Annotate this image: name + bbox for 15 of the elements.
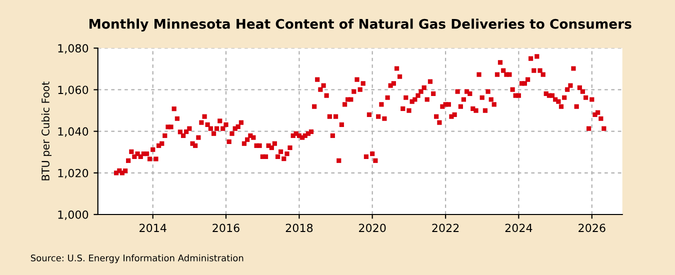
- y-tick-label: 1,020: [58, 168, 88, 178]
- chart-title: Monthly Minnesota Heat Content of Natural Gas Deliveries to Consumers: [89, 18, 632, 32]
- y-tick-label: 1,080: [58, 44, 88, 54]
- x-tick-label: 2026: [578, 224, 606, 232]
- x-tick-label: 2024: [505, 224, 532, 232]
- x-tick-label: 2018: [286, 224, 313, 232]
- y-axis-title: BTU per Cubic Foot: [41, 82, 52, 180]
- y-tick-label: 1,000: [58, 210, 88, 220]
- x-tick-label: 2016: [212, 224, 240, 232]
- y-tick-label: 1,040: [58, 127, 88, 137]
- source-note: Source: U.S. Energy Information Administration: [30, 254, 244, 264]
- x-tick-label: 2020: [359, 224, 386, 232]
- y-tick-label: 1,060: [58, 86, 88, 96]
- x-tick-label: 2022: [432, 224, 459, 232]
- x-tick-label: 2014: [140, 224, 166, 232]
